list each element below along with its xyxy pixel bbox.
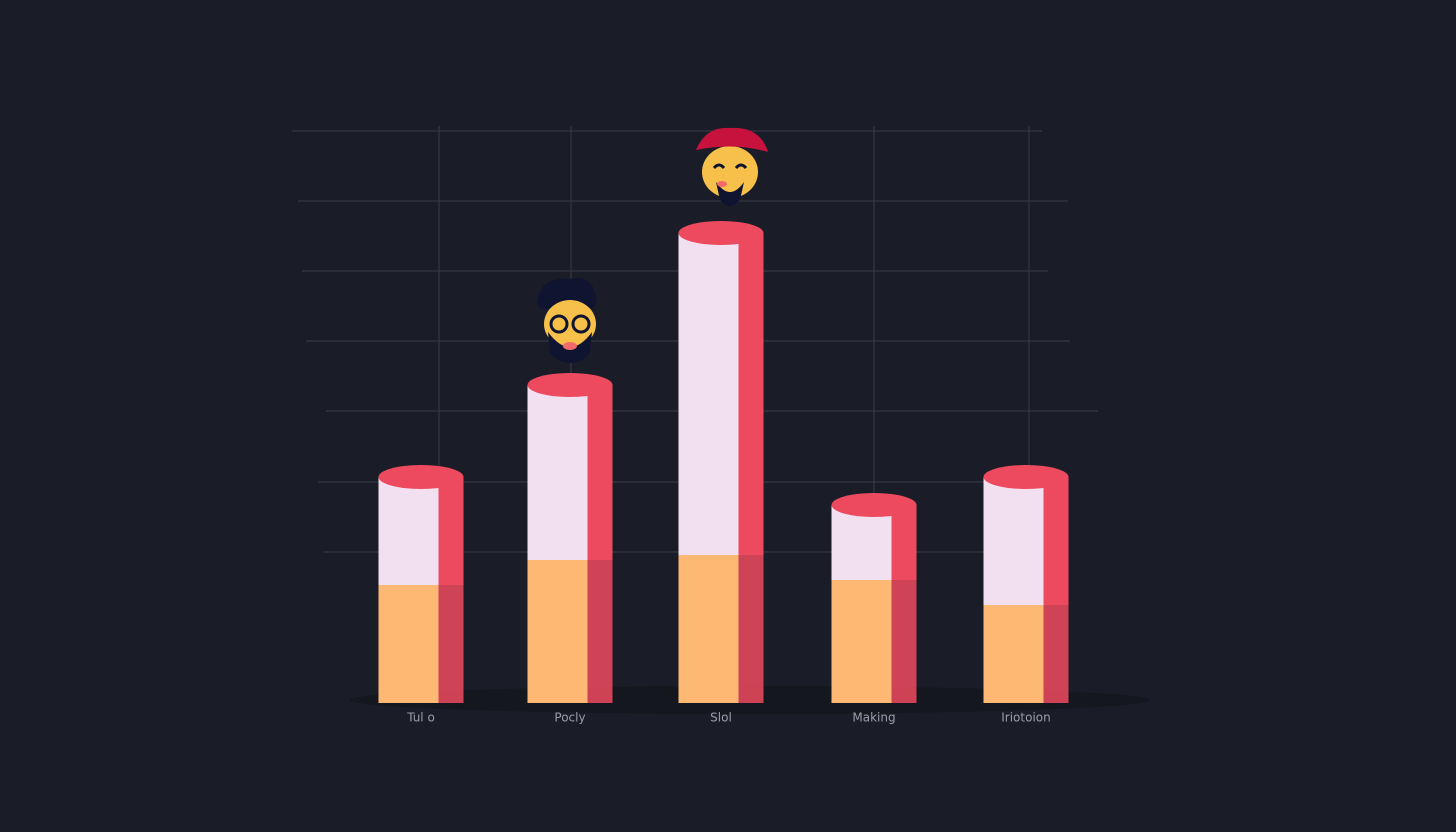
bar-side bbox=[587, 560, 613, 703]
bar-cap bbox=[527, 373, 613, 397]
bar-side bbox=[738, 233, 764, 555]
bar-side bbox=[891, 580, 917, 703]
bar-cap bbox=[678, 221, 764, 245]
bar-cap bbox=[378, 465, 464, 489]
character bbox=[696, 127, 768, 206]
bar-segment bbox=[983, 605, 1044, 703]
bar-side bbox=[1043, 477, 1069, 605]
bar-side bbox=[1043, 605, 1069, 703]
x-tick-label: Pocly bbox=[554, 711, 585, 725]
bar-side bbox=[438, 477, 464, 585]
x-tick-label: Making bbox=[852, 711, 895, 725]
bar-side bbox=[891, 505, 917, 580]
bar-side bbox=[587, 385, 613, 560]
bar-side bbox=[438, 585, 464, 703]
bar-segment bbox=[527, 560, 588, 703]
bar-cap bbox=[983, 465, 1069, 489]
bar-segment bbox=[527, 385, 588, 560]
bar-cap bbox=[831, 493, 917, 517]
bars bbox=[378, 221, 1069, 703]
bar-segment bbox=[378, 477, 439, 585]
grid bbox=[292, 126, 1098, 553]
x-tick-label: Iriotoion bbox=[1001, 711, 1050, 725]
bar-segment bbox=[378, 585, 439, 703]
bar-segment bbox=[983, 477, 1044, 605]
bar-segment bbox=[678, 555, 739, 703]
bar-segment bbox=[831, 505, 892, 580]
bar-segment bbox=[678, 233, 739, 555]
character bbox=[537, 278, 597, 363]
x-tick-label: Slol bbox=[710, 711, 732, 725]
bar-segment bbox=[831, 580, 892, 703]
x-tick-label: Tul o bbox=[406, 711, 435, 725]
bar-side bbox=[738, 555, 764, 703]
